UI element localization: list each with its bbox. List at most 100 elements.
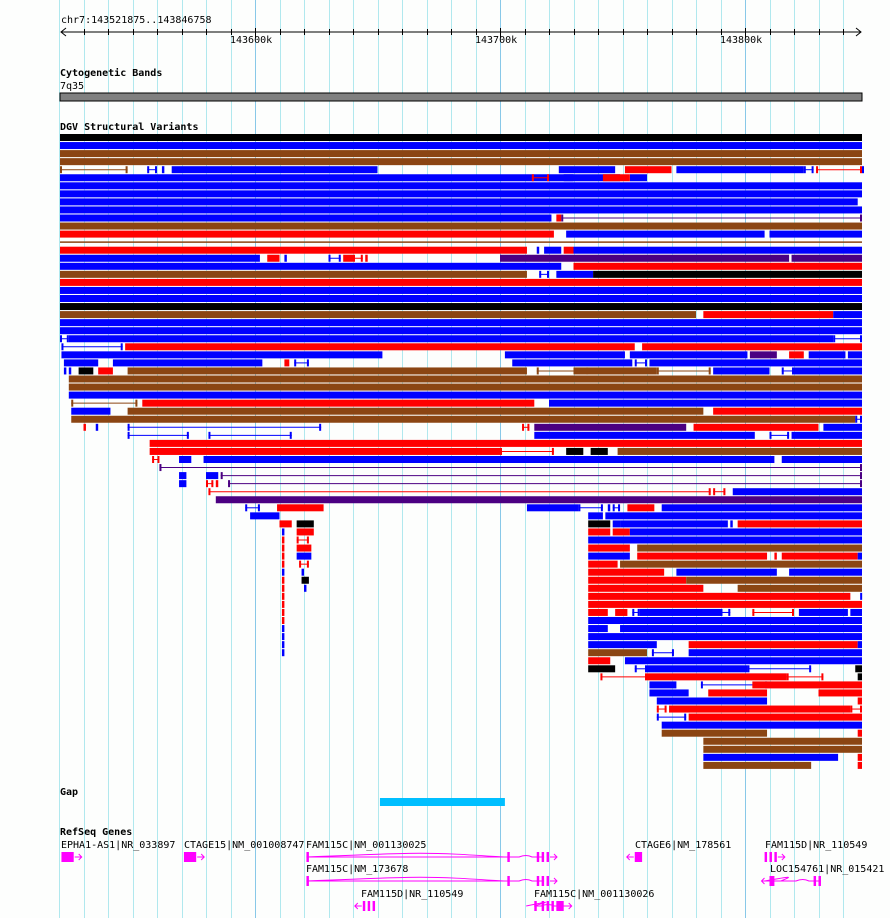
cytoband-bar[interactable] bbox=[59, 92, 863, 102]
dgv-variant-tick[interactable] bbox=[245, 504, 248, 512]
dgv-variant[interactable] bbox=[512, 359, 633, 367]
dgv-variant[interactable] bbox=[703, 745, 862, 753]
dgv-variant-tick[interactable] bbox=[500, 447, 502, 455]
dgv-variant[interactable] bbox=[60, 278, 862, 286]
dgv-variant-tick[interactable] bbox=[645, 359, 647, 367]
dgv-variant[interactable] bbox=[281, 633, 285, 641]
dgv-variant-tick[interactable] bbox=[708, 367, 711, 375]
dgv-variant-tick[interactable] bbox=[713, 488, 716, 496]
dgv-variant-tick[interactable] bbox=[120, 343, 123, 351]
dgv-variant-tick[interactable] bbox=[671, 649, 674, 657]
dgv-variant-tick[interactable] bbox=[821, 673, 824, 681]
dgv-variant[interactable] bbox=[68, 383, 863, 391]
gene-feature[interactable] bbox=[760, 876, 821, 886]
dgv-variant[interactable] bbox=[676, 568, 777, 576]
dgv-variant[interactable] bbox=[149, 447, 500, 455]
dgv-variant-tick[interactable] bbox=[157, 456, 160, 463]
dgv-variant[interactable] bbox=[95, 423, 99, 431]
dgv-variant[interactable] bbox=[281, 560, 285, 568]
dgv-variant-tick[interactable] bbox=[125, 166, 128, 174]
dgv-variant-tick[interactable] bbox=[531, 174, 534, 182]
dgv-variant[interactable] bbox=[615, 608, 628, 616]
dgv-variant[interactable] bbox=[277, 504, 324, 512]
dgv-variant[interactable] bbox=[250, 512, 280, 520]
dgv-variant[interactable] bbox=[789, 568, 862, 576]
dgv-variant-tick[interactable] bbox=[527, 423, 530, 431]
dgv-variant-tick[interactable] bbox=[612, 504, 615, 512]
dgv-variant-tick[interactable] bbox=[547, 174, 549, 182]
dgv-variant-tick[interactable] bbox=[747, 665, 750, 673]
dgv-variant[interactable] bbox=[627, 504, 655, 512]
dgv-variant[interactable] bbox=[713, 367, 770, 375]
gene-label[interactable]: FAM115C|NM_173678 bbox=[306, 864, 409, 875]
dgv-variant[interactable] bbox=[749, 351, 777, 359]
dgv-variant[interactable] bbox=[281, 576, 285, 584]
dgv-variant-tick[interactable] bbox=[860, 705, 862, 713]
dgv-variant[interactable] bbox=[60, 230, 554, 238]
dgv-variant[interactable] bbox=[860, 592, 863, 600]
dgv-variant[interactable] bbox=[794, 367, 862, 375]
dgv-variant[interactable] bbox=[774, 552, 777, 560]
gene-label[interactable]: FAM115D|NR_110549 bbox=[361, 889, 464, 900]
dgv-variant[interactable] bbox=[588, 584, 704, 592]
scroll-left-arrow-icon[interactable] bbox=[60, 27, 67, 37]
dgv-variant[interactable] bbox=[823, 423, 862, 431]
dgv-variant-tick[interactable] bbox=[752, 608, 755, 616]
dgv-variant[interactable] bbox=[737, 520, 862, 528]
dgv-variant-tick[interactable] bbox=[319, 423, 322, 431]
dgv-variant-tick[interactable] bbox=[850, 705, 853, 713]
dgv-variant-tick[interactable] bbox=[299, 560, 302, 568]
dgv-variant[interactable] bbox=[752, 681, 862, 689]
dgv-variant[interactable] bbox=[68, 375, 863, 383]
dgv-variant[interactable] bbox=[563, 246, 574, 254]
dgv-variant[interactable] bbox=[281, 600, 285, 608]
dgv-variant-tick[interactable] bbox=[208, 431, 211, 439]
dgv-variant-tick[interactable] bbox=[645, 673, 647, 681]
dgv-variant[interactable] bbox=[833, 311, 862, 319]
dgv-variant[interactable] bbox=[781, 456, 862, 463]
dgv-variant[interactable] bbox=[60, 222, 862, 230]
dgv-variant-tick[interactable] bbox=[306, 359, 309, 367]
dgv-variant[interactable] bbox=[98, 367, 113, 375]
dgv-variant-tick[interactable] bbox=[211, 480, 214, 488]
dgv-variant[interactable] bbox=[620, 560, 862, 568]
dgv-variant[interactable] bbox=[60, 262, 562, 270]
dgv-variant[interactable] bbox=[769, 230, 863, 238]
dgv-variant[interactable] bbox=[566, 447, 584, 455]
dgv-variant[interactable] bbox=[798, 608, 848, 616]
dgv-variant[interactable] bbox=[737, 584, 862, 592]
dgv-variant[interactable] bbox=[818, 689, 863, 697]
gene-label[interactable]: EPHA1-AS1|NR_033897 bbox=[61, 840, 176, 851]
dgv-variant-tick[interactable] bbox=[855, 415, 858, 423]
dgv-variant[interactable] bbox=[304, 584, 307, 592]
dgv-variant[interactable] bbox=[688, 649, 862, 657]
dgv-variant[interactable] bbox=[284, 254, 287, 262]
dgv-variant[interactable] bbox=[656, 697, 768, 705]
dgv-variant[interactable] bbox=[301, 568, 304, 576]
dgv-variant-tick[interactable] bbox=[208, 488, 211, 496]
dgv-variant[interactable] bbox=[649, 681, 677, 689]
dgv-variant[interactable] bbox=[536, 246, 540, 254]
dgv-variant-tick[interactable] bbox=[152, 456, 155, 463]
dgv-variant[interactable] bbox=[112, 359, 263, 367]
gene-feature[interactable] bbox=[626, 852, 643, 862]
dgv-variant[interactable] bbox=[703, 761, 812, 769]
gene-label[interactable]: FAM115C|NM_001130026 bbox=[534, 889, 655, 900]
dgv-variant[interactable] bbox=[60, 295, 862, 302]
dgv-variant-tick[interactable] bbox=[860, 335, 862, 343]
dgv-variant[interactable] bbox=[284, 359, 290, 367]
dgv-variant[interactable] bbox=[620, 625, 862, 633]
dgv-variant-tick[interactable] bbox=[634, 359, 637, 367]
dgv-variant-tick[interactable] bbox=[720, 608, 723, 616]
dgv-variant[interactable] bbox=[68, 335, 834, 343]
dgv-variant[interactable] bbox=[161, 166, 165, 174]
dgv-variant[interactable] bbox=[730, 520, 733, 528]
dgv-variant[interactable] bbox=[281, 617, 285, 624]
dgv-variant[interactable] bbox=[281, 528, 285, 536]
dgv-variant[interactable] bbox=[573, 262, 863, 270]
dgv-variant[interactable] bbox=[639, 608, 721, 616]
dgv-variant-tick[interactable] bbox=[159, 464, 162, 472]
dgv-variant[interactable] bbox=[649, 359, 862, 367]
dgv-variant[interactable] bbox=[590, 447, 608, 455]
dgv-variant-tick[interactable] bbox=[186, 431, 189, 439]
